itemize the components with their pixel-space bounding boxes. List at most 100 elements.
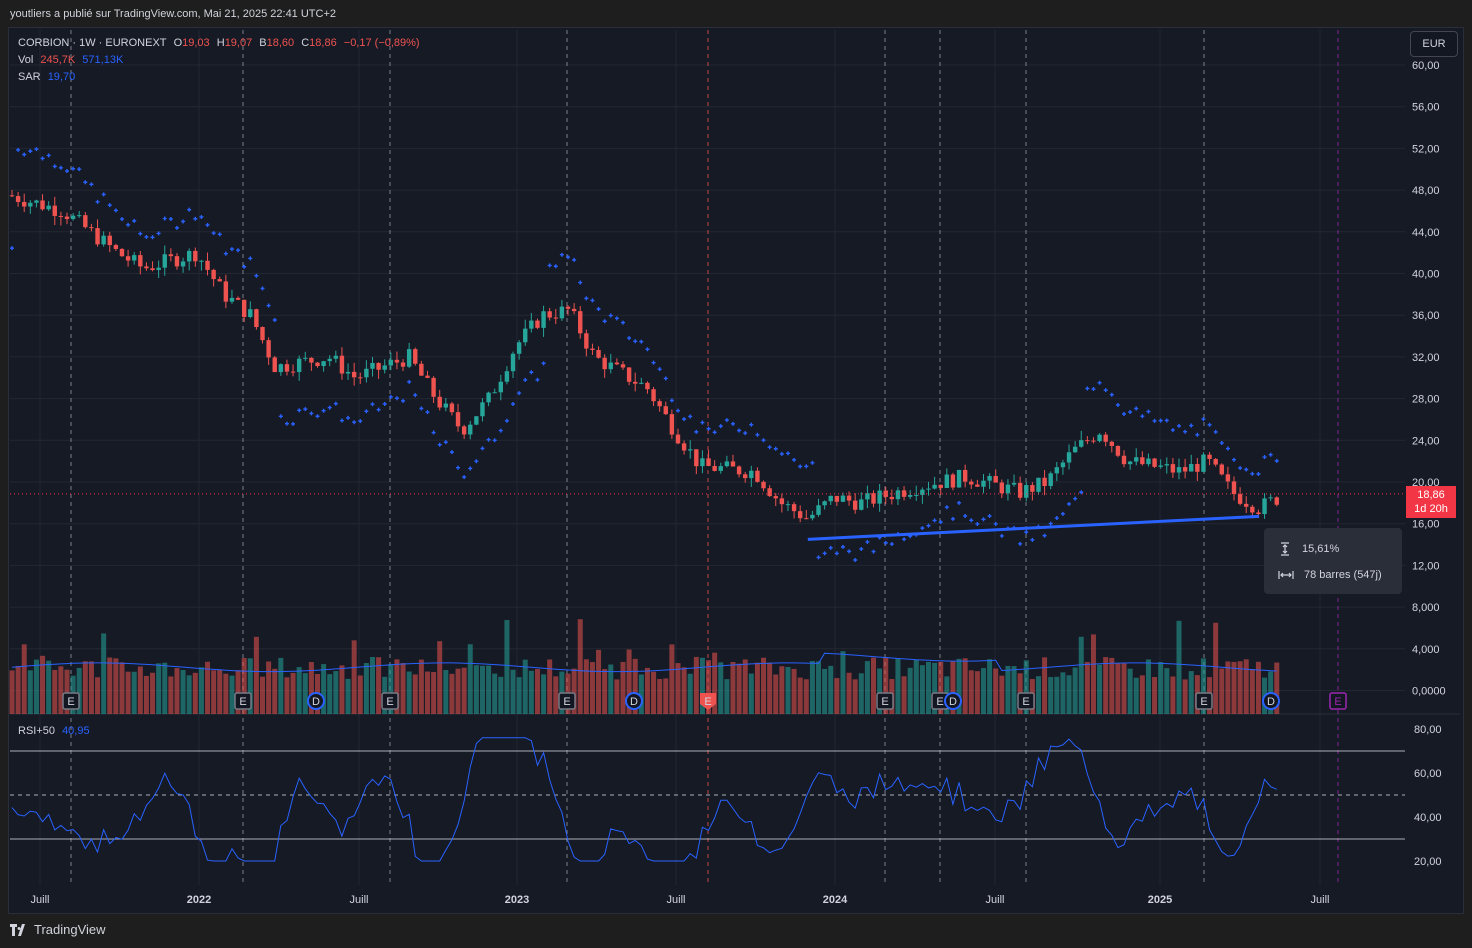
sar-dot bbox=[449, 450, 454, 455]
candle-body bbox=[22, 201, 27, 207]
candle-body bbox=[944, 474, 950, 488]
sar-dot bbox=[107, 203, 112, 208]
candle-body bbox=[1115, 445, 1121, 456]
volume-bar bbox=[651, 671, 657, 714]
event-marker-label: D bbox=[312, 696, 320, 708]
volume-bar bbox=[339, 665, 345, 714]
close-value: 18,86 bbox=[309, 37, 337, 49]
bar-countdown: 1d 20h bbox=[1414, 503, 1448, 515]
candle-body bbox=[730, 461, 736, 467]
sar-dot bbox=[975, 521, 980, 526]
candle-body bbox=[278, 364, 284, 373]
sar-dot bbox=[77, 167, 82, 172]
rsi-tick-label: 80,00 bbox=[1414, 724, 1442, 736]
volume-bar bbox=[834, 678, 840, 714]
candle-body bbox=[736, 466, 742, 475]
candle-body bbox=[52, 205, 57, 216]
sar-dot bbox=[944, 505, 949, 510]
volume-label[interactable]: Vol bbox=[18, 54, 34, 66]
candle-body bbox=[516, 342, 522, 354]
volume-bar bbox=[1213, 622, 1219, 714]
volume-bar bbox=[669, 644, 675, 714]
volume-bar bbox=[1109, 657, 1115, 714]
candle-body bbox=[400, 362, 406, 367]
volume-bar bbox=[1121, 663, 1127, 714]
sar-dot bbox=[211, 231, 216, 236]
sar-dot bbox=[834, 551, 839, 556]
event-marker-label: E bbox=[881, 696, 888, 708]
candle-body bbox=[816, 505, 821, 515]
volume-bar bbox=[1127, 668, 1133, 714]
footer-brand[interactable]: TradingView bbox=[10, 922, 106, 937]
candle-body bbox=[975, 484, 980, 487]
volume-bar bbox=[950, 661, 956, 714]
volume-bar bbox=[211, 670, 217, 714]
candle-body bbox=[559, 306, 565, 319]
volume-bar bbox=[137, 666, 143, 714]
volume-bar bbox=[1097, 664, 1103, 714]
candle-body bbox=[785, 504, 791, 506]
event-marker-label: E bbox=[936, 696, 943, 708]
candle-body bbox=[248, 309, 253, 317]
dividend-marker: D bbox=[625, 692, 643, 710]
candle-body bbox=[431, 377, 436, 397]
candle-body bbox=[156, 267, 161, 271]
sar-dot bbox=[205, 222, 210, 227]
candle-body bbox=[235, 297, 241, 300]
sar-dot bbox=[370, 402, 375, 407]
sar-dot bbox=[614, 316, 619, 321]
volume-bar bbox=[706, 660, 712, 714]
symbol-title[interactable]: CORBION · 1W · EURONEXT bbox=[18, 37, 167, 49]
volume-bar bbox=[1078, 636, 1084, 714]
volume-bar bbox=[614, 679, 620, 714]
volume-bar bbox=[46, 660, 52, 714]
event-marker-label: E bbox=[386, 696, 393, 708]
sar-dot bbox=[688, 414, 693, 419]
volume-bar bbox=[327, 674, 333, 714]
sar-dot bbox=[584, 296, 589, 301]
candle-body bbox=[376, 362, 381, 370]
candle-body bbox=[529, 320, 534, 329]
candle-body bbox=[1060, 462, 1066, 468]
sar-dot bbox=[902, 537, 907, 542]
volume-bar bbox=[27, 670, 33, 714]
time-tick-label: 2025 bbox=[1148, 894, 1172, 906]
sar-dot bbox=[162, 216, 167, 221]
earnings-badge bbox=[234, 692, 252, 710]
sar-dot bbox=[101, 192, 106, 197]
sar-dot bbox=[346, 415, 351, 420]
volume-bar bbox=[1139, 675, 1145, 714]
sar-dot bbox=[773, 446, 778, 451]
sar-dot bbox=[321, 408, 326, 413]
candle-body bbox=[486, 392, 491, 403]
candle-body bbox=[1219, 464, 1224, 475]
volume-bar bbox=[583, 659, 589, 714]
candle-body bbox=[138, 255, 143, 267]
volume-bar bbox=[932, 662, 938, 714]
sar-dot bbox=[1097, 380, 1102, 385]
candle-body bbox=[89, 227, 94, 229]
sar-dot bbox=[187, 207, 192, 212]
volume-bar bbox=[632, 658, 638, 714]
volume-bar bbox=[235, 670, 241, 714]
volume-bar bbox=[577, 619, 583, 714]
volume-bar bbox=[504, 620, 510, 714]
sar-dot bbox=[1085, 386, 1090, 391]
sar-dot bbox=[828, 545, 833, 550]
candle-body bbox=[394, 359, 400, 363]
volume-bar bbox=[253, 636, 259, 714]
volume-bar bbox=[266, 661, 272, 714]
candle-body bbox=[15, 196, 21, 202]
time-tick-label: 2023 bbox=[505, 894, 529, 906]
sar-dot bbox=[926, 523, 931, 528]
candle-body bbox=[620, 364, 626, 368]
rsi-label[interactable]: RSI+50 bbox=[18, 725, 55, 737]
candle-body bbox=[309, 357, 314, 363]
sar-dot bbox=[749, 422, 754, 427]
candle-body bbox=[926, 488, 931, 490]
candle-body bbox=[669, 414, 675, 435]
sar-label[interactable]: SAR bbox=[18, 71, 41, 83]
volume-bar bbox=[1048, 677, 1054, 714]
currency-button[interactable]: EUR bbox=[1410, 31, 1458, 57]
